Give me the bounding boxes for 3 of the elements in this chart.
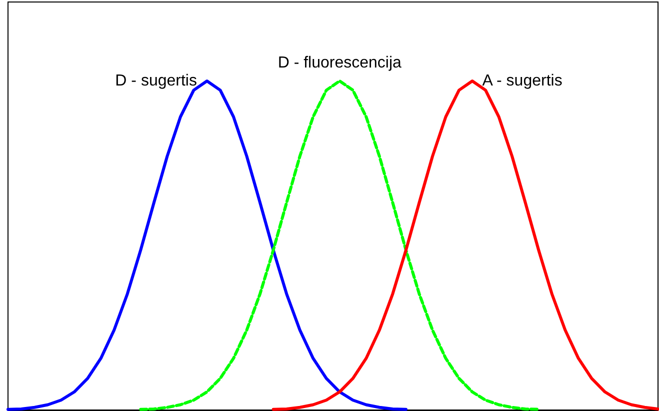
- series-label: D - fluorescencija: [278, 54, 402, 72]
- series-label: A - sugertis: [482, 72, 562, 90]
- series-label: D - sugertis: [115, 72, 197, 90]
